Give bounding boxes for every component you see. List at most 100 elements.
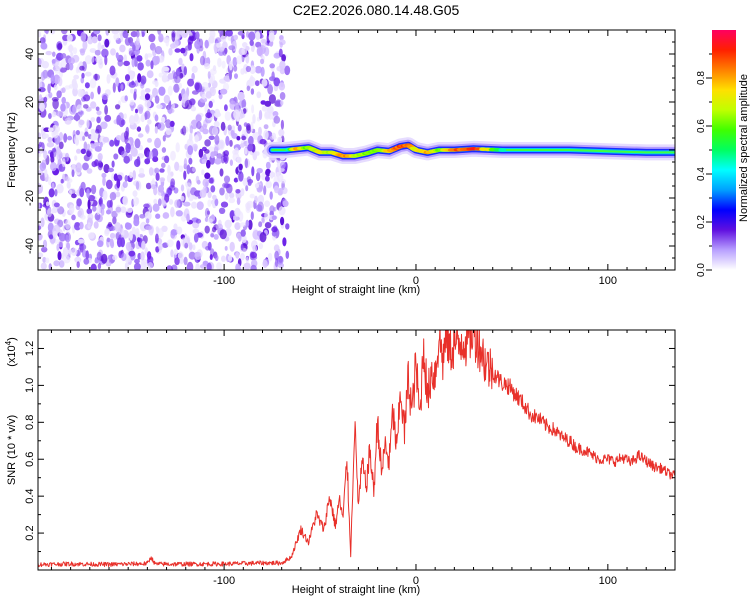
noise-speckle [139,32,142,37]
noise-speckle [279,92,286,100]
noise-speckle [148,33,156,43]
noise-speckle [144,100,152,108]
noise-speckle [201,81,209,90]
noise-speckle [188,242,193,251]
colorbar-tick-label: 0.6 [696,119,707,133]
noise-speckle [218,139,225,150]
noise-speckle [38,202,41,209]
noise-speckle [80,31,87,42]
noise-speckle [47,208,52,218]
noise-speckle [47,222,54,233]
noise-speckle [66,34,73,42]
noise-speckle [276,65,284,72]
noise-speckle [140,251,145,261]
noise-speckle [124,37,131,46]
noise-speckle [45,201,50,207]
noise-speckle [48,127,54,132]
noise-speckle [130,147,138,157]
noise-speckle [59,67,67,73]
noise-speckle [153,198,158,205]
noise-speckle [63,133,68,143]
noise-speckle [184,242,189,249]
noise-speckle [239,143,245,148]
noise-speckle [284,65,291,76]
noise-speckle [130,70,136,78]
noise-speckle [229,70,232,81]
noise-speckle [234,73,238,79]
noise-speckle [251,166,255,177]
noise-speckle [115,104,121,110]
noise-speckle [162,212,170,219]
noise-speckle [207,199,212,207]
noise-speckle [179,257,184,265]
spec-y-tick-label: -40 [24,238,36,254]
noise-speckle [50,74,55,85]
noise-speckle [263,129,269,140]
noise-speckle [38,94,43,101]
noise-speckle [247,181,252,186]
noise-speckle [73,74,80,80]
noise-speckle [45,30,49,35]
noise-speckle [224,192,229,200]
noise-speckle [255,31,261,41]
noise-speckle [158,243,163,251]
noise-speckle [43,150,48,160]
noise-speckle [269,135,277,140]
noise-speckle [132,44,136,52]
noise-speckle [55,61,62,71]
noise-speckle [102,176,106,187]
noise-speckle [219,187,225,196]
noise-speckle [120,252,127,262]
noise-speckle [132,190,138,198]
noise-speckle [76,148,81,154]
colorbar-tick-label: 0.4 [696,167,707,181]
noise-speckle [132,196,139,207]
noise-speckle [191,72,195,81]
noise-speckle [250,121,254,132]
noise-speckle [201,169,205,176]
noise-speckle [95,55,103,64]
noise-speckle [146,70,154,79]
noise-speckle [90,91,94,100]
noise-speckle [90,55,95,63]
noise-speckle [241,135,247,141]
noise-speckle [280,161,286,169]
noise-speckle [248,219,253,230]
noise-speckle [62,247,69,258]
noise-speckle [136,126,142,132]
noise-speckle [224,219,232,229]
noise-speckle [176,30,183,39]
noise-speckle [67,57,75,65]
noise-speckle [94,145,102,152]
noise-speckle [95,128,100,134]
noise-speckle [53,260,60,267]
noise-speckle [250,264,257,270]
noise-speckle [233,34,238,41]
noise-speckle [277,136,283,144]
noise-speckle [48,113,52,119]
noise-speckle [261,105,267,112]
noise-speckle [122,195,129,206]
noise-speckle [178,82,182,89]
noise-speckle [201,93,206,100]
noise-speckle [120,206,127,213]
noise-speckle [129,115,135,126]
noise-speckle [151,184,156,190]
noise-speckle [71,169,75,178]
noise-speckle [47,176,52,186]
noise-speckle [148,150,154,160]
noise-speckle [182,125,187,136]
noise-speckle [240,243,244,251]
noise-speckle [258,109,263,121]
noise-speckle [270,171,274,179]
noise-speckle [78,90,86,96]
noise-speckle [192,143,198,151]
noise-speckle [240,253,245,261]
noise-speckle [210,185,216,193]
noise-speckle [144,125,150,133]
noise-speckle [125,74,130,82]
noise-speckle [259,138,267,145]
noise-speckle [104,55,108,66]
noise-speckle [140,89,146,98]
noise-speckle [265,180,273,189]
